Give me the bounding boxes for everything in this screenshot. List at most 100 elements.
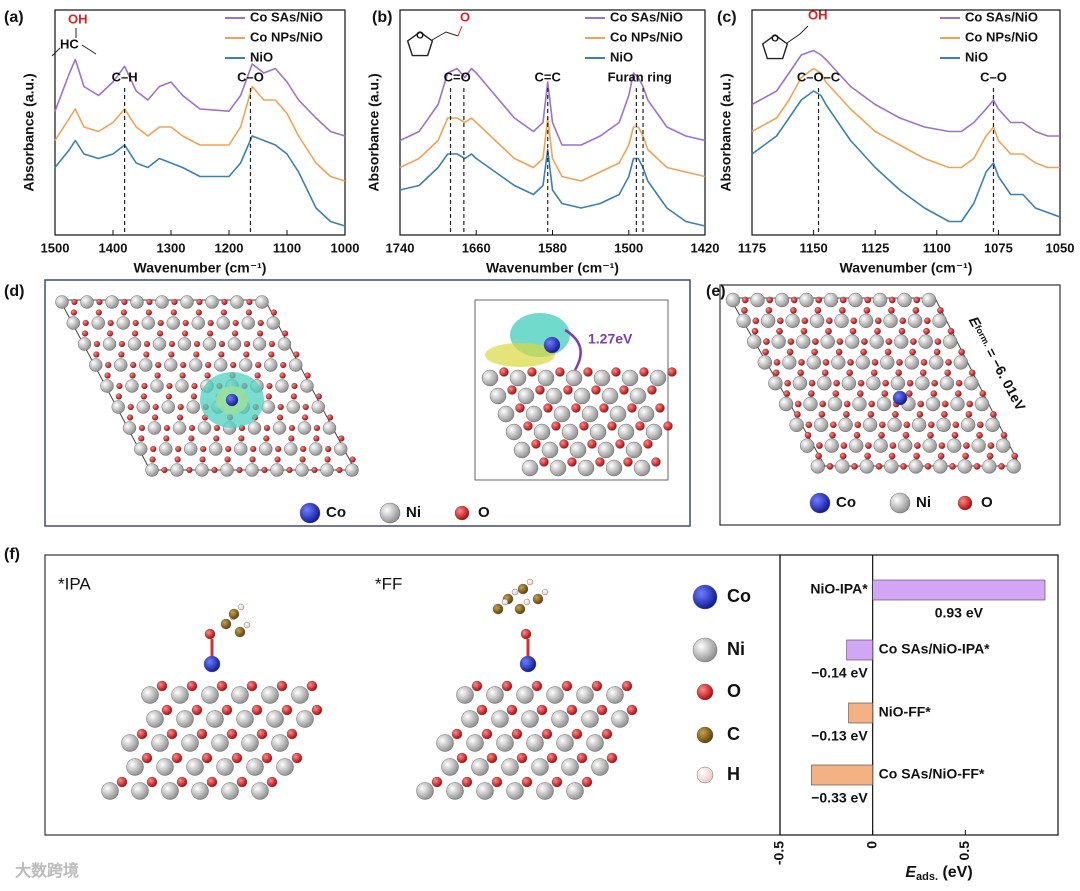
o-atom — [751, 327, 759, 335]
ni-atom — [907, 313, 923, 328]
c-atom — [220, 618, 232, 630]
peak-label: C–O — [237, 69, 264, 84]
o-atom — [461, 776, 473, 788]
ni-atom — [810, 459, 825, 474]
o-atom — [140, 393, 147, 400]
ni-atom — [606, 686, 624, 704]
o-atom — [188, 435, 195, 442]
o-atom — [193, 351, 200, 358]
ni-atom — [252, 337, 267, 351]
o-atom — [143, 340, 151, 348]
ni-atom — [617, 423, 635, 441]
o-atom — [277, 414, 284, 421]
ni-atom — [446, 782, 464, 800]
o-atom — [816, 442, 823, 449]
ni-atom — [609, 405, 627, 423]
c-legend-swatch — [696, 726, 714, 744]
legend-label: Co — [326, 504, 346, 521]
o-atom — [840, 442, 848, 449]
legend-label: H — [727, 764, 740, 784]
ni-atom — [799, 292, 814, 308]
o-atom — [200, 445, 207, 453]
o-atom — [168, 351, 175, 358]
ni-atom — [985, 417, 1000, 432]
o-atom — [182, 319, 189, 327]
ni-atom — [436, 734, 454, 752]
o-atom — [851, 463, 858, 470]
ni-atom — [872, 292, 888, 308]
o-atom — [615, 439, 625, 449]
ni-atom — [531, 758, 549, 776]
ni-atom — [230, 295, 244, 309]
o-atom — [839, 307, 846, 314]
spectrum-line — [751, 67, 1060, 169]
ni-atom — [834, 313, 849, 328]
o-atom — [127, 403, 134, 411]
co-atom — [203, 655, 221, 673]
o-atom — [860, 348, 867, 356]
ni-atom — [517, 387, 535, 405]
ni-atom — [774, 292, 790, 308]
o-atom — [106, 330, 114, 337]
o-atom — [843, 411, 850, 418]
x-axis-label: Wavenumber (cm⁻¹) — [486, 260, 619, 276]
x-axis-label: Eads. (eV) — [905, 864, 972, 883]
ni-atom — [845, 334, 860, 349]
ni-atom — [161, 782, 179, 800]
ni-atom — [813, 417, 829, 432]
o-atom — [279, 372, 286, 379]
ni-atom — [334, 442, 348, 456]
o-atom — [481, 728, 493, 740]
ni-atom — [803, 396, 818, 412]
molecule-atom: O — [416, 31, 424, 42]
o-atom — [899, 317, 907, 325]
ni-atom — [220, 463, 234, 477]
ni-atom — [247, 421, 262, 435]
o-atom — [896, 359, 903, 366]
o-atom — [790, 307, 797, 314]
x-tick-label: -0.5 — [771, 841, 787, 865]
o-atom — [917, 400, 925, 408]
o-atom — [874, 327, 881, 335]
ni-atom — [211, 734, 229, 752]
o-atom — [607, 421, 617, 431]
o-atom — [881, 390, 889, 397]
ni-atom — [91, 316, 105, 330]
o-atom — [621, 680, 633, 692]
o-atom — [145, 309, 152, 316]
ni-atom — [245, 463, 259, 477]
furan-ring — [406, 31, 434, 57]
legend-label: Co — [727, 586, 751, 606]
o-atom — [193, 340, 201, 348]
o-atom — [93, 340, 101, 348]
ni-atom — [918, 334, 933, 349]
ni-atom — [261, 686, 279, 704]
o-atom — [885, 338, 893, 345]
o-atom — [916, 411, 924, 418]
ni-atom — [809, 313, 825, 328]
o-atom — [752, 317, 760, 325]
o-atom — [511, 728, 523, 740]
legend-label: Co NPs/NiO — [965, 29, 1038, 44]
ni-atom — [974, 396, 990, 412]
ni-atom — [789, 417, 804, 432]
o-atom — [934, 338, 942, 345]
o-atom — [571, 403, 581, 413]
ni-atom — [77, 337, 92, 351]
o-atom — [826, 463, 834, 470]
o-atom — [955, 379, 963, 387]
co-atom — [892, 390, 908, 406]
o-atom — [151, 414, 159, 421]
o-atom — [863, 307, 871, 314]
ni-atom — [553, 405, 571, 423]
ni-atom — [831, 355, 846, 370]
ni-atom — [191, 782, 209, 800]
o-atom — [563, 385, 573, 395]
o-atom — [945, 359, 952, 366]
o-atom — [476, 704, 488, 716]
ni-atom — [141, 686, 159, 704]
ni-atom — [904, 355, 919, 370]
ni-atom — [859, 459, 874, 474]
o-atom — [591, 680, 603, 692]
o-atom — [576, 752, 588, 764]
